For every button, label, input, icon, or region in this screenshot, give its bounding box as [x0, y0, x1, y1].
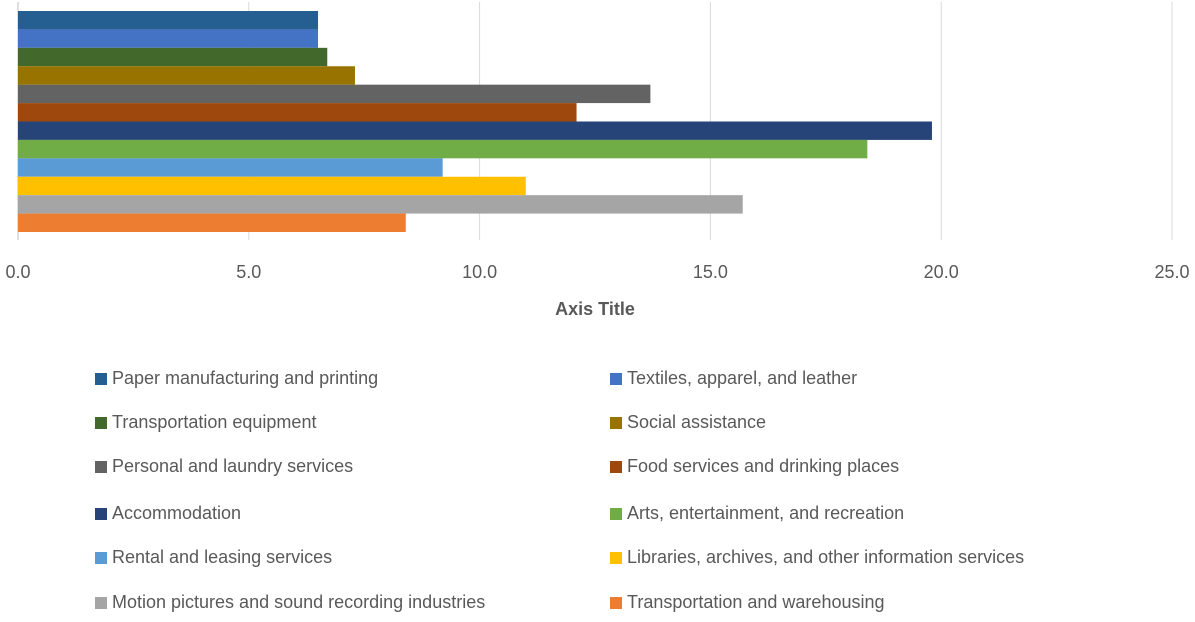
x-tick-label: 25.0 [1154, 262, 1189, 282]
legend-label: Accommodation [112, 503, 241, 523]
bar [18, 84, 651, 104]
bar [18, 11, 319, 30]
x-tick-label: 0.0 [5, 262, 30, 282]
legend-label: Textiles, apparel, and leather [627, 368, 857, 388]
legend-label: Libraries, archives, and other informati… [627, 547, 1024, 567]
legend-swatch [95, 373, 107, 385]
legend-swatch [610, 373, 622, 385]
x-axis-title: Axis Title [555, 299, 635, 319]
legend-swatch [95, 508, 107, 520]
legend-swatch [95, 461, 107, 473]
x-tick-label: 5.0 [236, 262, 261, 282]
legend-swatch [610, 597, 622, 609]
legend-label: Paper manufacturing and printing [112, 368, 378, 388]
legend-swatch [610, 417, 622, 429]
bar [18, 29, 319, 48]
legend-swatch [610, 552, 622, 564]
legend-label: Social assistance [627, 412, 766, 432]
legend-swatch [95, 597, 107, 609]
bar [18, 103, 577, 122]
bar [18, 47, 328, 67]
bar [18, 139, 868, 159]
bar [18, 213, 406, 232]
legend-label: Rental and leasing services [112, 547, 332, 567]
legend-swatch [610, 461, 622, 473]
bar [18, 66, 355, 85]
bar [18, 121, 932, 140]
x-tick-label: 10.0 [462, 262, 497, 282]
legend-swatch [95, 417, 107, 429]
bar [18, 176, 526, 196]
x-tick-label: 20.0 [924, 262, 959, 282]
legend-label: Food services and drinking places [627, 456, 899, 476]
bar [18, 158, 443, 177]
legend-label: Arts, entertainment, and recreation [627, 503, 904, 523]
x-tick-label: 15.0 [693, 262, 728, 282]
legend-label: Personal and laundry services [112, 456, 353, 476]
legend-label: Transportation equipment [112, 412, 316, 432]
legend-swatch [95, 552, 107, 564]
bar [18, 195, 743, 214]
legend-label: Transportation and warehousing [627, 592, 885, 612]
legend-swatch [610, 508, 622, 520]
legend-label: Motion pictures and sound recording indu… [112, 592, 485, 612]
